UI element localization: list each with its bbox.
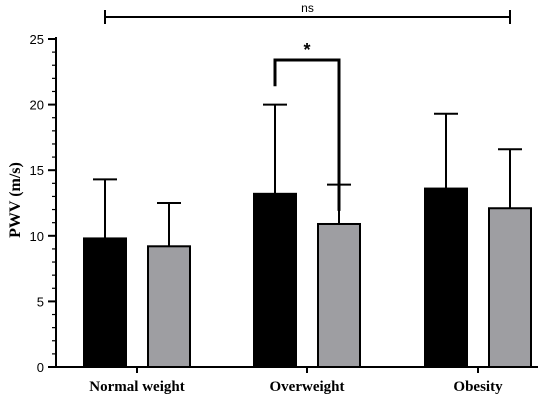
y-tick-label: 15 xyxy=(30,163,44,178)
bar xyxy=(317,222,361,368)
y-tick-label: 10 xyxy=(30,229,44,244)
x-axis: Normal weight Overweight Obesity xyxy=(55,366,538,395)
y-axis-title: PWV (m/s) xyxy=(7,162,24,238)
bars xyxy=(83,187,532,369)
bar xyxy=(253,192,297,368)
bar xyxy=(488,207,532,368)
x-tick-label: Overweight xyxy=(270,379,345,395)
significance-label: * xyxy=(303,40,310,60)
significance-annotations: ns * xyxy=(104,1,511,211)
y-axis: 0 5 10 15 20 25 xyxy=(30,32,57,375)
ns-label: ns xyxy=(301,1,314,15)
x-tick-label: Normal weight xyxy=(89,379,184,395)
bar xyxy=(83,237,127,368)
x-tick-label: Obesity xyxy=(453,379,503,395)
bar xyxy=(424,187,468,368)
y-tick-label: 20 xyxy=(30,98,44,113)
y-tick-label: 25 xyxy=(30,32,44,47)
bar xyxy=(147,245,191,369)
significance-bracket xyxy=(273,58,341,211)
error-bars xyxy=(93,103,522,247)
y-tick-label: 0 xyxy=(37,360,44,375)
y-tick-label: 5 xyxy=(37,294,44,309)
